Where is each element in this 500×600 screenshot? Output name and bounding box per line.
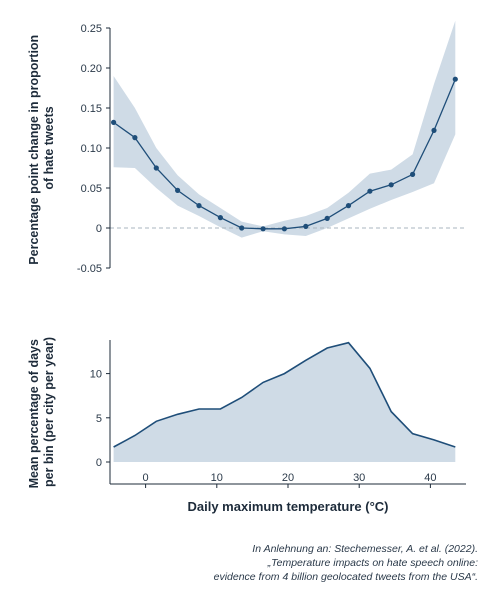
- area-layer: [113, 341, 456, 462]
- confidence-band: [113, 20, 456, 238]
- data-point: [217, 215, 223, 221]
- x-tick-label: 0: [143, 472, 149, 484]
- x-tick-label: 20: [282, 472, 294, 484]
- data-point: [132, 135, 138, 141]
- data-point: [175, 187, 181, 193]
- y-tick-label: -0.05: [77, 263, 102, 275]
- confidence-band-layer: [113, 20, 456, 238]
- series-line: [113, 78, 456, 230]
- data-point: [431, 127, 437, 133]
- y-tick-label: 0: [96, 223, 102, 235]
- y-tick-label: 0.05: [81, 183, 102, 195]
- y-tick-label: 0.25: [81, 23, 102, 35]
- source-line-2: „Temperature impacts on hate speech onli…: [267, 557, 478, 569]
- y-tick-label: 0.20: [81, 63, 102, 75]
- source-line-3: evidence from 4 billion geolocated tweet…: [214, 571, 478, 583]
- y-tick-label: 0.15: [81, 103, 102, 115]
- data-point: [303, 223, 309, 229]
- data-point: [388, 182, 394, 188]
- area-line: [113, 341, 456, 448]
- top-y-axis-label-line-1: Percentage point change in proportion: [27, 35, 41, 265]
- top-y-axis-label: Percentage point change in proportion of…: [27, 31, 56, 264]
- data-point: [345, 203, 352, 209]
- bottom-y-ticks: 0 5 10: [90, 369, 110, 469]
- series-line-layer: [113, 78, 456, 230]
- bottom-y-axis-label: Mean percentage of days per bin (per cit…: [27, 336, 56, 489]
- x-axis-label: Daily maximum temperature (°C): [188, 499, 389, 514]
- source-note: In Anlehnung an: Stechemesser, A. et al.…: [214, 543, 478, 583]
- y-tick-label: 0.10: [81, 143, 102, 155]
- x-tick-label: 30: [353, 472, 365, 484]
- bottom-x-ticks: 0 10 20 30 40: [143, 472, 437, 488]
- y-tick-label: 10: [90, 369, 102, 381]
- bottom-y-axis-label-line-2: per bin (per city per year): [42, 337, 56, 487]
- data-point: [260, 226, 266, 232]
- data-point: [367, 188, 373, 194]
- bottom-y-axis-label-line-1: Mean percentage of days: [27, 339, 41, 488]
- data-point: [111, 119, 117, 125]
- data-point: [324, 215, 330, 221]
- data-point: [153, 165, 159, 171]
- data-point: [239, 225, 245, 231]
- top-y-ticks: -0.05 0 0.05 0.10 0.15 0.20 0.25: [77, 23, 110, 275]
- data-points-layer: [111, 76, 458, 232]
- hate-tweets-chart: -0.05 0 0.05 0.10 0.15 0.20 0.25 Percentage po…: [27, 20, 466, 275]
- data-point: [196, 203, 202, 209]
- source-line-1: In Anlehnung an: Stechemesser, A. et al.…: [252, 543, 478, 555]
- x-tick-label: 10: [211, 472, 223, 484]
- area-fill: [113, 342, 456, 462]
- y-tick-label: 5: [96, 413, 102, 425]
- y-tick-label: 0: [96, 457, 102, 469]
- x-tick-label: 40: [424, 472, 436, 484]
- days-per-bin-chart: 0 5 10 0 10 20 30 40 Mean percentage of days p…: [27, 336, 466, 514]
- data-point: [410, 171, 416, 177]
- top-y-axis-label-line-2: of hate tweets: [42, 106, 56, 189]
- data-point: [452, 76, 458, 82]
- data-point: [281, 226, 287, 232]
